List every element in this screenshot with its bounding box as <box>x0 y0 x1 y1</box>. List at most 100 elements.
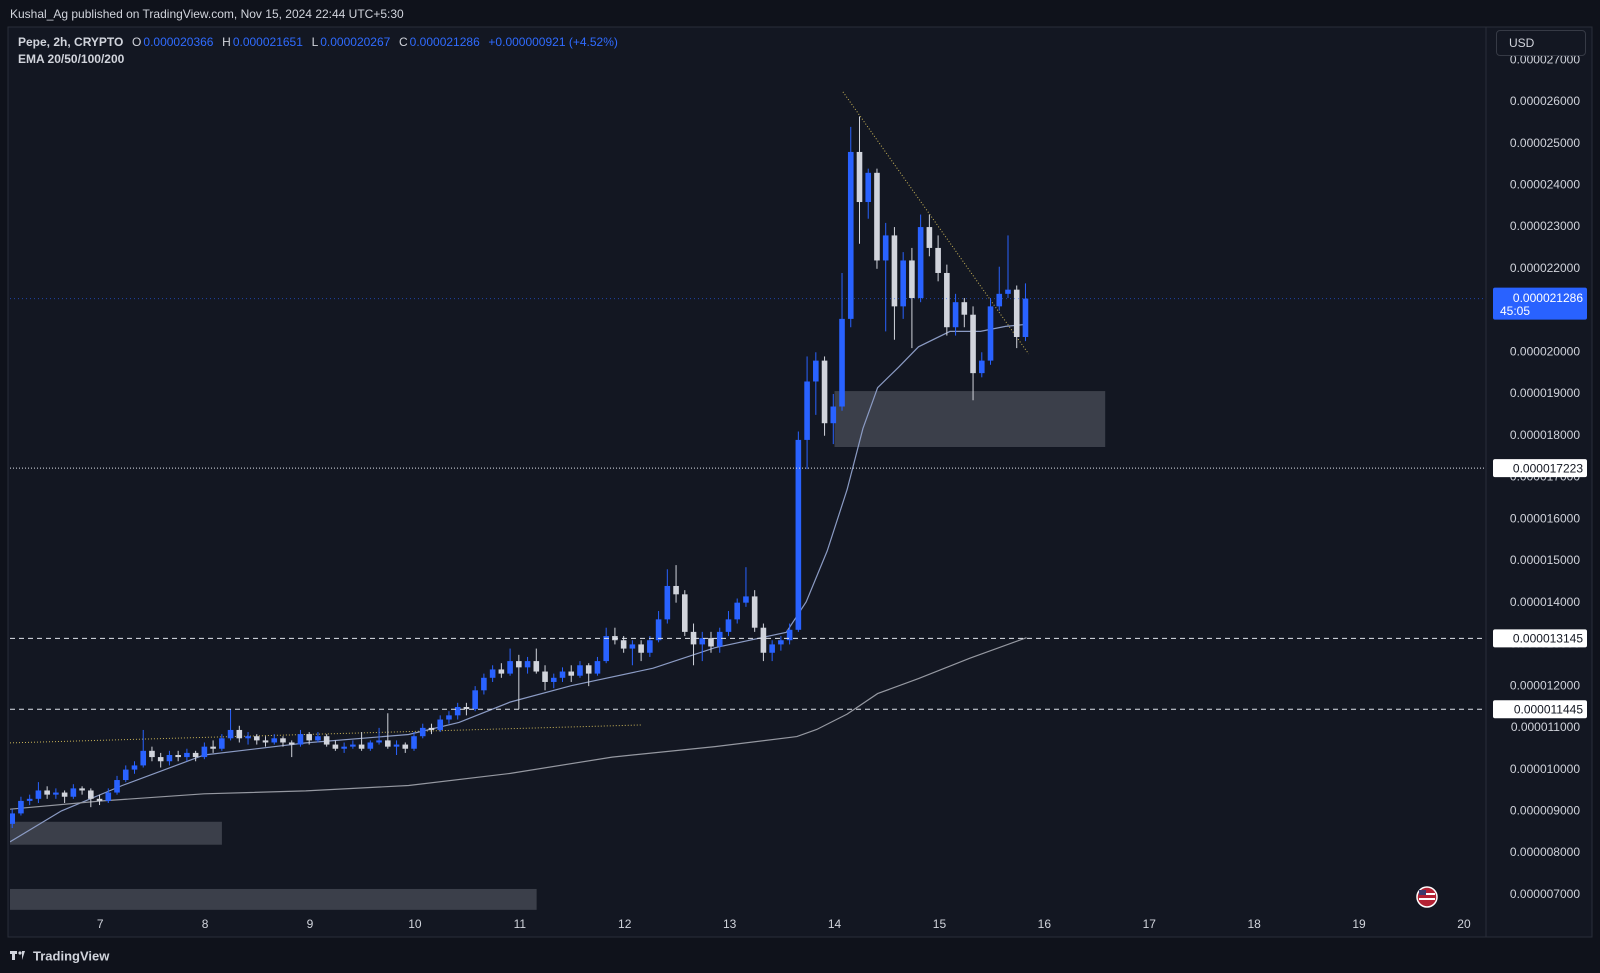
candle-body <box>472 690 478 710</box>
ohlc-value: 0.000020267 <box>320 35 391 49</box>
candle-body <box>350 744 356 747</box>
y-tick-label: 0.000022000 <box>1510 261 1580 275</box>
candle-body <box>245 736 251 739</box>
last-price-label: 0.000021286 <box>1513 291 1583 305</box>
candle-body <box>157 757 164 762</box>
candle-body <box>856 151 863 203</box>
last-price-box <box>1493 287 1587 320</box>
candle-body <box>253 736 260 741</box>
candle-body <box>821 360 828 424</box>
candle-body <box>638 644 644 653</box>
candle-body <box>603 636 609 662</box>
candle-body <box>891 235 898 307</box>
y-tick-label: 0.000024000 <box>1510 178 1580 192</box>
level-label-box <box>1493 629 1587 648</box>
candle-body <box>795 439 802 630</box>
candle-body <box>463 707 470 710</box>
y-tick-label: 0.000008000 <box>1510 845 1580 859</box>
x-tick-label: 20 <box>1457 917 1471 931</box>
y-tick-label: 0.000010000 <box>1510 762 1580 776</box>
candle-body <box>978 360 985 374</box>
x-tick-label: 14 <box>828 917 842 931</box>
candle-body <box>131 765 138 770</box>
candle-body <box>166 754 173 762</box>
x-tick-label: 17 <box>1143 917 1157 931</box>
candle-body <box>778 640 784 645</box>
candle-body <box>44 790 50 795</box>
candle-body <box>926 227 933 248</box>
y-tick-label: 0.000020000 <box>1510 344 1580 358</box>
candle-body <box>865 172 872 203</box>
trendline <box>842 91 1030 355</box>
candle-body <box>122 769 129 781</box>
y-tick-label: 0.000014000 <box>1510 595 1580 609</box>
candle-body <box>393 744 400 747</box>
candle-body <box>830 406 837 424</box>
candle-body <box>428 727 435 730</box>
y-tick-label: 0.000018000 <box>1510 428 1580 442</box>
y-tick-label: 0.000007000 <box>1510 887 1580 901</box>
zone <box>10 821 222 845</box>
candle-body <box>175 754 181 758</box>
candle-body <box>769 644 775 653</box>
candle-body <box>88 790 94 799</box>
candle-body <box>760 627 767 653</box>
candle-body <box>341 746 347 749</box>
candle-body <box>743 596 749 603</box>
y-tick-label: 0.000025000 <box>1510 136 1580 150</box>
x-tick-label: 10 <box>408 917 422 931</box>
candle-body <box>315 736 321 741</box>
candle-body <box>79 788 85 791</box>
x-tick-label: 16 <box>1038 917 1052 931</box>
ema-line <box>10 637 1027 810</box>
candle-body <box>26 798 33 801</box>
candle-body <box>961 302 968 315</box>
change: +0.000000921 (+4.52%) <box>488 35 618 49</box>
candle-body <box>489 669 496 678</box>
x-tick-label: 8 <box>202 917 209 931</box>
currency-button[interactable]: USD <box>1496 30 1586 56</box>
candle-body <box>839 318 845 407</box>
candle-body <box>577 665 583 676</box>
candle-body <box>219 738 225 749</box>
candle-body <box>419 727 426 737</box>
candle-body <box>1013 289 1020 337</box>
candle-body <box>786 629 793 641</box>
candle-body <box>952 302 959 328</box>
candle-body <box>647 640 653 653</box>
candle-body <box>681 594 688 632</box>
y-tick-label: 0.000012000 <box>1510 678 1580 692</box>
candle-body <box>944 272 950 328</box>
candle-body <box>673 585 679 595</box>
y-tick-label: 0.000019000 <box>1510 386 1580 400</box>
candle-body <box>96 798 103 801</box>
symbol: Pepe, 2h, CRYPTO <box>18 35 124 49</box>
publisher: Kushal_Ag published on TradingView.com, … <box>10 7 404 21</box>
plot-area <box>10 91 1106 910</box>
candle-body <box>385 740 391 747</box>
y-tick-label: 0.000026000 <box>1510 94 1580 108</box>
x-tick-label: 13 <box>723 917 737 931</box>
candle-body <box>559 671 566 678</box>
chart-layer: 0.000007000 0.000008000 0.000009000 0.00001… <box>10 52 1587 931</box>
candle-body <box>900 260 906 307</box>
candle-body <box>699 638 706 645</box>
candle-body <box>411 736 417 749</box>
candle-body <box>481 677 487 691</box>
candle-body <box>227 729 234 739</box>
candle-body <box>524 661 531 668</box>
y-tick-label: 0.000015000 <box>1510 553 1580 567</box>
candle-body <box>629 644 636 649</box>
candle-body <box>114 780 120 793</box>
candle-body <box>262 740 269 743</box>
zone <box>10 888 537 910</box>
candle-body <box>516 661 522 668</box>
candle-body <box>917 227 924 299</box>
candle-body <box>935 247 941 273</box>
candle-body <box>882 235 889 261</box>
ohlc-value: 0.000020366 <box>143 35 214 49</box>
candle-body <box>70 788 77 797</box>
candle-body <box>874 172 880 261</box>
flag-icon <box>1416 886 1438 908</box>
candle-body <box>376 740 382 743</box>
